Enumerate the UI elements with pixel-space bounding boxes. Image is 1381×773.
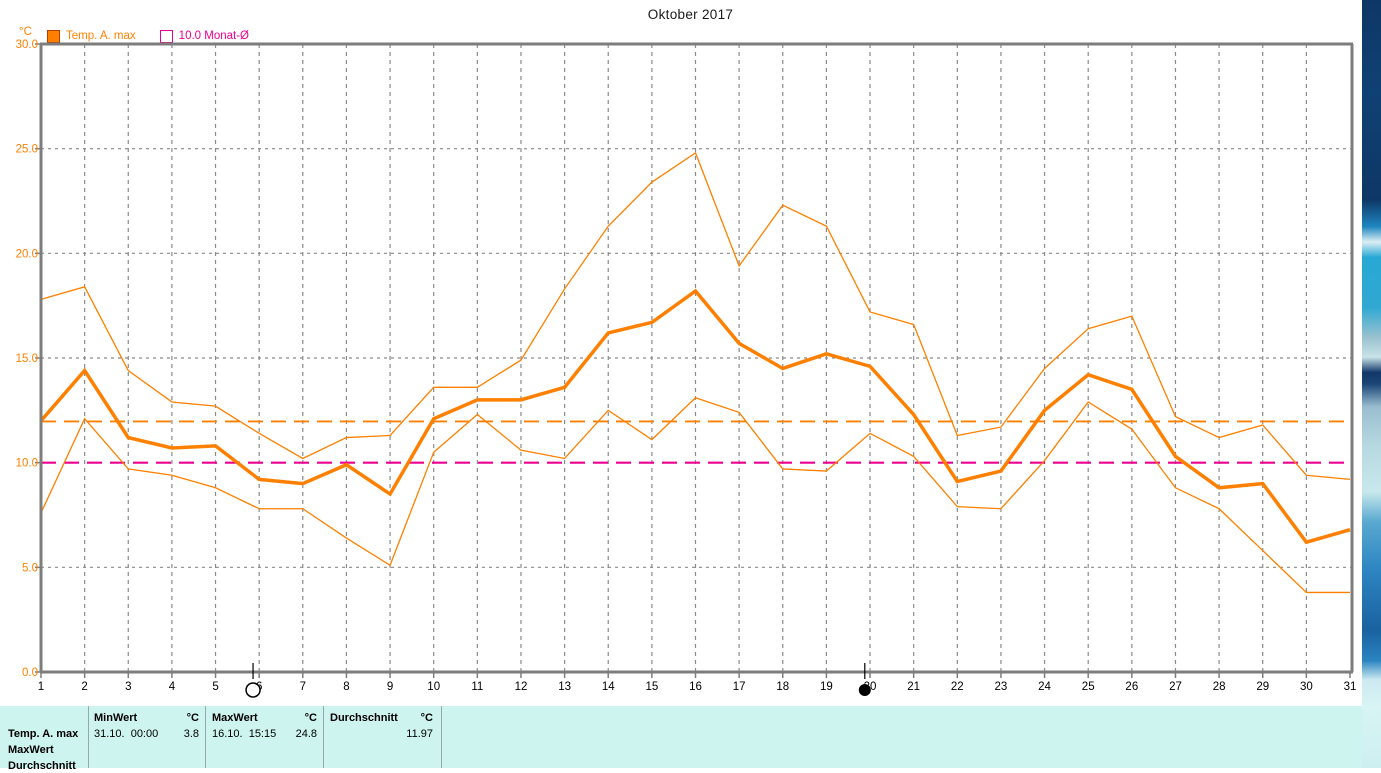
x-axis-label: 24 <box>1038 681 1051 693</box>
x-axis-label: 11 <box>471 681 483 693</box>
series-daily-max <box>40 151 1351 481</box>
table-separator <box>205 706 206 768</box>
x-axis-label: 26 <box>1125 681 1138 693</box>
chart-title: Oktober 2017 <box>647 7 734 22</box>
stats-table: MinWert °C MaxWert °C Durchschnitt °C Te… <box>0 706 1371 772</box>
durchschnitt-header: Durchschnitt <box>330 712 398 724</box>
table-separator <box>441 706 442 768</box>
y-axis-label: 25.0 <box>16 144 38 156</box>
chart-legend: Temp. A. max 10.0 Monat-Ø <box>47 28 273 44</box>
minwert-header: MinWert <box>94 712 138 724</box>
full-moon-icon <box>245 682 261 698</box>
y-axis-label: 20.0 <box>16 248 38 260</box>
maxwert-header: MaxWert <box>212 712 258 724</box>
x-axis-label: 9 <box>387 681 393 693</box>
row-label-durchschnitt: Durchschnitt <box>8 760 76 772</box>
x-axis-label: 10 <box>427 681 440 693</box>
x-axis-label: 29 <box>1256 681 1269 693</box>
legend-item-temp-a-max: Temp. A. max <box>47 29 136 43</box>
max-value: 24.8 <box>295 728 317 740</box>
min-value: 3.8 <box>183 728 199 740</box>
durchschnitt-unit: °C <box>420 712 433 724</box>
x-axis-label: 31 <box>1344 681 1357 693</box>
x-axis-label: 12 <box>515 681 528 693</box>
row-label-maxwert: MaxWert <box>8 744 54 756</box>
legend-swatch-open-icon <box>159 29 173 43</box>
row-label-temp-a-max: Temp. A. max <box>8 728 79 740</box>
x-axis-label: 28 <box>1213 681 1226 693</box>
legend-item-monat-soll: 10.0 Monat-Ø <box>159 29 249 43</box>
minwert-unit: °C <box>186 712 199 724</box>
legend-label-temp-a-max: Temp. A. max <box>66 30 136 42</box>
series-temp-a-max-mean <box>39 288 1351 545</box>
x-axis-label: 16 <box>689 681 702 693</box>
x-axis-label: 21 <box>907 681 920 693</box>
x-axis-label: 25 <box>1082 681 1095 693</box>
temperature-line-chart: 30.025.020.015.010.05.00.012345678910111… <box>16 39 1357 698</box>
x-axis-label: 3 <box>125 681 131 693</box>
x-axis-label: 18 <box>776 681 789 693</box>
x-axis-label: 22 <box>951 681 964 693</box>
x-axis-label: 2 <box>81 681 87 693</box>
window-edge-decoration <box>1362 0 1381 768</box>
max-timestamp: 16.10. 15:15 <box>212 728 277 740</box>
table-separator <box>323 706 324 768</box>
avg-value: 11.97 <box>406 728 433 740</box>
x-axis-label: 23 <box>995 681 1008 693</box>
y-axis-unit-label: °C <box>19 26 32 38</box>
y-axis-label: 5.0 <box>22 562 38 574</box>
series-daily-min <box>40 397 1350 594</box>
table-separator <box>88 706 89 768</box>
x-axis-label: 30 <box>1300 681 1313 693</box>
new-moon-icon <box>858 684 871 696</box>
x-axis-label: 5 <box>212 681 218 693</box>
x-axis-label: 19 <box>820 681 833 693</box>
min-timestamp: 31.10. 00:00 <box>94 728 159 740</box>
y-axis-label: 30.0 <box>16 39 38 51</box>
x-axis-label: 13 <box>558 681 571 693</box>
y-axis-label: 10.0 <box>16 458 38 470</box>
legend-swatch-filled-icon <box>47 29 60 43</box>
x-axis-label: 7 <box>300 681 306 693</box>
x-axis-label: 14 <box>602 681 615 693</box>
y-axis-label: 15.0 <box>16 353 38 365</box>
x-axis-label: 1 <box>38 681 44 693</box>
x-axis-label: 27 <box>1169 681 1182 693</box>
legend-label-monat-soll: 10.0 Monat-Ø <box>178 30 249 42</box>
x-axis-label: 8 <box>343 681 349 693</box>
x-axis-label: 17 <box>733 681 746 693</box>
y-axis-label: 0.0 <box>22 667 38 679</box>
x-axis-label: 15 <box>645 681 658 693</box>
x-axis-label: 4 <box>169 681 176 693</box>
maxwert-unit: °C <box>304 712 317 724</box>
